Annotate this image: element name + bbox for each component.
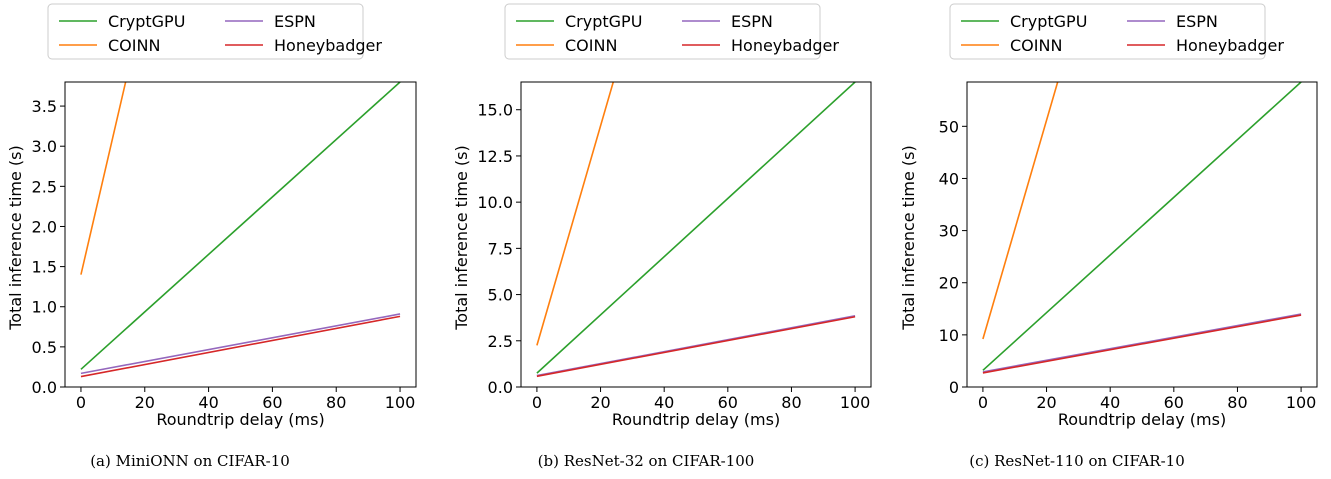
y-tick-label: 7.5 xyxy=(488,239,513,258)
y-tick-label: 0.0 xyxy=(488,378,513,397)
x-axis-label: Roundtrip delay (ms) xyxy=(612,410,780,429)
series-line-espn xyxy=(982,313,1302,373)
y-tick-label: 3.0 xyxy=(32,137,57,156)
y-tick-label: 30 xyxy=(939,222,959,241)
x-tick-label: 0 xyxy=(76,393,86,412)
x-tick-label: 80 xyxy=(326,393,346,412)
subfigure-caption: (a) MiniONN on CIFAR-10 xyxy=(90,452,290,470)
chart-panel-3: 0 20 40 60 80 100 0 10 20 30 40 50 Roundtrip delay (… xyxy=(899,3,1318,470)
y-tick-label: 2.5 xyxy=(32,177,57,196)
legend-label: Honeybadger xyxy=(1176,36,1284,55)
series-line-espn xyxy=(80,313,401,375)
y-tick-label: 1.0 xyxy=(32,298,57,317)
y-tick-label: 3.5 xyxy=(32,97,57,116)
legend-label: Honeybadger xyxy=(274,36,382,55)
y-tick-label: 10.0 xyxy=(477,193,513,212)
y-tick-label: 50 xyxy=(939,117,959,136)
chart-panel-1: 0 20 40 60 80 100 0.0 0.5 1.0 1.5 2.0 2.5 3.0 3.5 Roun… xyxy=(6,3,417,470)
x-tick-label: 100 xyxy=(385,393,416,412)
legend-label: ESPN xyxy=(1176,12,1218,31)
x-tick-label: 100 xyxy=(1286,393,1317,412)
x-tick-label: 60 xyxy=(262,393,282,412)
x-tick-label: 100 xyxy=(840,393,871,412)
legend-label: COINN xyxy=(108,36,160,55)
x-tick-label: 0 xyxy=(532,393,542,412)
x-tick-label: 40 xyxy=(198,393,218,412)
y-tick-label: 0.0 xyxy=(32,378,57,397)
series-group xyxy=(536,82,856,378)
legend-label: CryptGPU xyxy=(565,12,642,31)
legend-label: COINN xyxy=(1010,36,1062,55)
legend-label: ESPN xyxy=(274,12,316,31)
series-line-honeybadger xyxy=(536,315,856,378)
subfigure-caption: (c) ResNet-110 on CIFAR-10 xyxy=(969,452,1185,470)
x-axis-label: Roundtrip delay (ms) xyxy=(156,410,324,429)
plot-frame xyxy=(966,81,1318,388)
x-tick-label: 20 xyxy=(135,393,155,412)
legend-box xyxy=(504,3,821,60)
legend-label: ESPN xyxy=(731,12,773,31)
x-tick-label: 0 xyxy=(978,393,988,412)
x-tick-label: 60 xyxy=(718,393,738,412)
x-tick-label: 80 xyxy=(1227,393,1247,412)
y-tick-label: 0.5 xyxy=(32,338,57,357)
series-line-cryptgpu xyxy=(982,82,1302,371)
series-line-cryptgpu xyxy=(80,82,401,370)
plot-frame xyxy=(64,81,417,388)
x-tick-label: 40 xyxy=(1100,393,1120,412)
y-axis-label: Total inference time (s) xyxy=(899,145,918,331)
subfigure-caption: (b) ResNet-32 on CIFAR-100 xyxy=(538,452,755,470)
series-group xyxy=(80,82,401,378)
legend-label: CryptGPU xyxy=(108,12,185,31)
y-tick-label: 40 xyxy=(939,169,959,188)
series-line-coinn xyxy=(982,82,1059,340)
y-tick-label: 12.5 xyxy=(477,147,513,166)
y-axis-label: Total inference time (s) xyxy=(6,145,25,331)
x-tick-label: 20 xyxy=(1036,393,1056,412)
plot-frame xyxy=(520,81,872,388)
y-tick-label: 2.5 xyxy=(488,332,513,351)
series-group xyxy=(982,82,1302,374)
y-tick-label: 10 xyxy=(939,326,959,345)
x-tick-label: 20 xyxy=(590,393,610,412)
y-tick-label: 1.5 xyxy=(32,258,57,277)
y-tick-label: 0 xyxy=(949,378,959,397)
legend-label: CryptGPU xyxy=(1010,12,1087,31)
x-tick-label: 40 xyxy=(654,393,674,412)
legend-label: COINN xyxy=(565,36,617,55)
series-line-coinn xyxy=(536,82,615,346)
legend-label: Honeybadger xyxy=(731,36,839,55)
y-axis-label: Total inference time (s) xyxy=(452,145,471,331)
x-tick-label: 60 xyxy=(1164,393,1184,412)
series-line-coinn xyxy=(80,82,127,275)
legend-box xyxy=(949,3,1266,60)
x-axis-label: Roundtrip delay (ms) xyxy=(1058,410,1226,429)
y-tick-label: 15.0 xyxy=(477,101,513,120)
series-line-honeybadger xyxy=(80,315,401,378)
x-tick-label: 80 xyxy=(781,393,801,412)
legend-box xyxy=(47,3,364,60)
y-tick-label: 20 xyxy=(939,274,959,293)
chart-panel-2: 0 20 40 60 80 100 0.0 2.5 5.0 7.5 10.0 12.5 15.0 Roun… xyxy=(452,3,872,470)
series-line-cryptgpu xyxy=(536,82,856,374)
series-line-honeybadger xyxy=(982,314,1302,374)
y-tick-label: 2.0 xyxy=(32,217,57,236)
y-tick-label: 5.0 xyxy=(488,286,513,305)
